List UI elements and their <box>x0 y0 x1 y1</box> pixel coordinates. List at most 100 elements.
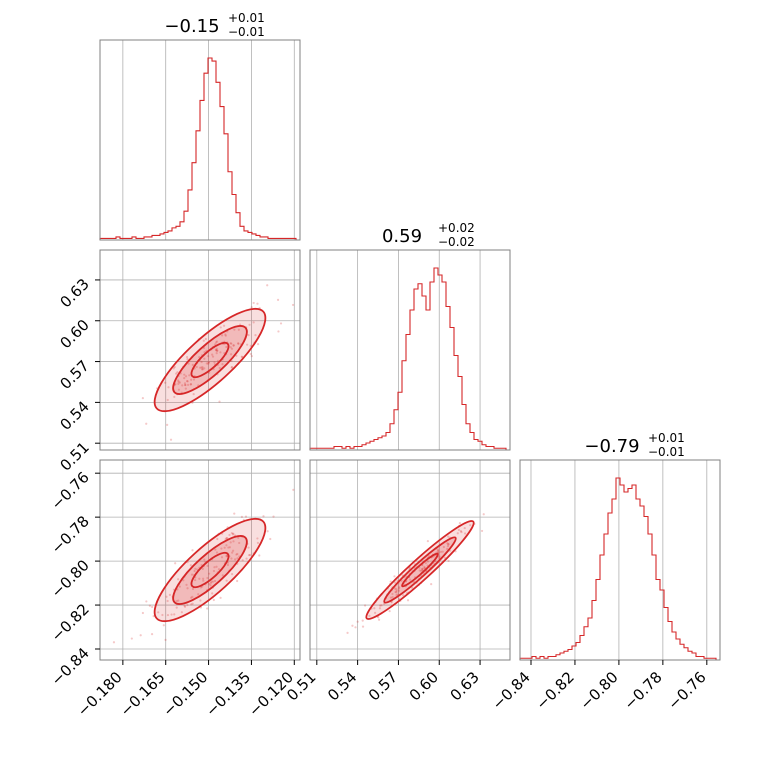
histogram-frame-2 <box>519 459 721 661</box>
sample-point <box>189 382 193 386</box>
sample-point <box>380 604 383 607</box>
sample-point <box>183 377 186 380</box>
sample-point <box>204 337 207 341</box>
sample-point <box>195 365 198 369</box>
parameter-titles: −0.15 +0.01−0.010.59 +0.02−0.02−0.79 +0.01−… <box>164 11 684 459</box>
sample-point <box>227 546 230 549</box>
sample-point <box>186 380 189 383</box>
y-tick-label-1-1: 0.54 <box>56 397 92 433</box>
sample-point <box>145 422 148 425</box>
sample-point <box>232 549 235 552</box>
sample-point <box>217 568 221 571</box>
sample-point <box>221 574 224 577</box>
sample-point <box>162 624 165 627</box>
sample-point <box>229 346 232 349</box>
sample-point <box>206 564 209 567</box>
sample-point <box>351 624 354 627</box>
sample-point <box>216 359 220 362</box>
sample-point <box>191 595 194 598</box>
x-tick-label-2-3: −0.78 <box>620 668 665 713</box>
scatter-panel-2-1 <box>309 459 511 661</box>
sample-point <box>373 607 376 610</box>
sample-point <box>211 353 214 356</box>
sample-point <box>361 625 365 628</box>
sample-point <box>292 488 295 491</box>
sample-point <box>207 362 210 365</box>
sample-point <box>141 397 144 400</box>
sample-point <box>482 513 485 516</box>
sample-point <box>211 355 215 358</box>
sample-point <box>166 613 170 617</box>
sample-point <box>393 581 397 584</box>
sample-point <box>437 548 440 552</box>
y-tick-label-2-1: −0.82 <box>48 600 93 645</box>
sample-point <box>225 544 228 547</box>
sample-point <box>250 306 253 309</box>
sample-point <box>424 562 427 565</box>
y-tick-label-1-4: 0.63 <box>56 275 92 311</box>
histogram-frame-1 <box>309 249 511 451</box>
sample-point <box>406 599 410 602</box>
sample-point <box>176 371 179 374</box>
sample-point <box>199 599 202 602</box>
histogram-step-line-2 <box>519 477 720 661</box>
sample-point <box>291 303 295 307</box>
sample-point <box>188 374 191 377</box>
parameter-title-1: 0.59 <box>382 226 422 247</box>
sample-point <box>169 438 173 441</box>
sample-point <box>393 575 396 578</box>
sample-point <box>200 360 203 364</box>
sample-point <box>437 551 440 554</box>
sample-point <box>436 549 440 552</box>
sample-point <box>373 611 377 614</box>
sample-point <box>230 347 234 350</box>
sample-point <box>446 547 449 550</box>
sample-point <box>112 641 116 644</box>
sample-point <box>166 599 169 603</box>
sample-point <box>177 379 180 382</box>
sample-point <box>218 366 221 370</box>
sample-point <box>377 616 380 619</box>
sample-point <box>390 601 393 604</box>
sample-point <box>191 602 194 605</box>
sample-point <box>426 540 429 543</box>
sample-point <box>226 563 230 567</box>
sample-point <box>145 600 148 603</box>
sample-point <box>201 366 204 369</box>
y-tick-label-2-3: −0.78 <box>48 512 93 557</box>
sample-point <box>215 551 219 554</box>
sample-point <box>237 328 240 331</box>
sample-point <box>247 546 250 549</box>
sample-point <box>170 613 173 616</box>
sample-point <box>228 533 231 537</box>
sample-point <box>213 579 217 583</box>
panel-frame-2-0 <box>99 459 301 661</box>
sample-point <box>241 559 244 562</box>
sample-point <box>421 568 424 572</box>
sample-point <box>236 579 239 583</box>
plot-content <box>99 39 721 661</box>
sample-point <box>236 552 239 556</box>
sample-point <box>225 345 228 349</box>
sample-point <box>419 569 423 572</box>
sample-point <box>173 395 176 398</box>
title-median-2: −0.79 <box>584 436 639 457</box>
title-plus-error-1: +0.02 <box>438 221 475 235</box>
sample-point <box>164 638 167 641</box>
title-minus-error-1: −0.02 <box>438 235 475 249</box>
sample-point <box>207 361 210 364</box>
x-tick-label-1-2: 0.57 <box>365 668 401 704</box>
sample-point <box>459 529 463 533</box>
sample-point <box>229 541 232 544</box>
sample-point <box>189 564 192 567</box>
sample-point <box>175 600 178 603</box>
contour-middle <box>172 325 248 395</box>
sample-point <box>256 343 260 346</box>
sample-point <box>216 349 219 352</box>
sample-point <box>226 537 229 540</box>
sample-point <box>421 567 424 570</box>
sample-point <box>183 382 187 385</box>
sample-point <box>256 541 260 544</box>
sample-point <box>222 324 226 327</box>
sample-point <box>233 558 237 561</box>
